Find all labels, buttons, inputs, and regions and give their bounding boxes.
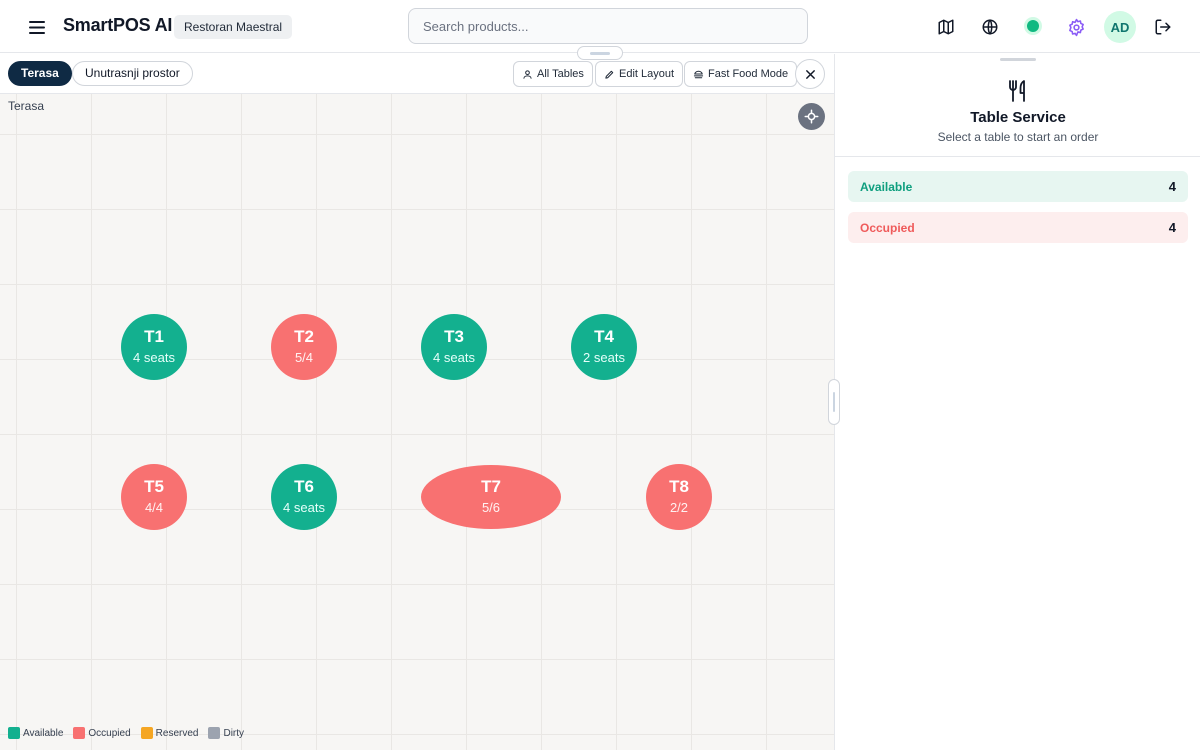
stat-label: Occupied [860, 220, 915, 235]
table-name: T5 [144, 477, 164, 496]
table-t1[interactable]: T1 4 seats [121, 314, 187, 380]
menu-icon [29, 20, 45, 34]
table-t6[interactable]: T6 4 seats [271, 464, 337, 530]
user-avatar[interactable]: AD [1104, 11, 1136, 43]
logout-button[interactable] [1150, 14, 1176, 40]
pencil-icon [605, 70, 614, 79]
floor-toolbar: Terasa Unutrasnji prostor All Tables Edi… [0, 54, 834, 94]
table-t4[interactable]: T4 2 seats [571, 314, 637, 380]
floor-label: Terasa [8, 99, 45, 113]
panel-resize-handle[interactable] [828, 379, 840, 425]
globe-icon [982, 19, 998, 35]
table-info: 4 seats [433, 350, 475, 365]
search-input[interactable] [408, 8, 808, 44]
map-icon [938, 19, 954, 35]
edit-layout-button[interactable]: Edit Layout [595, 61, 684, 87]
table-t3[interactable]: T3 4 seats [421, 314, 487, 380]
tab-terasa[interactable]: Terasa [8, 61, 72, 86]
table-name: T8 [669, 477, 689, 496]
available-tables-stat[interactable]: Available 4 [848, 171, 1188, 202]
table-name: T7 [481, 477, 501, 496]
recenter-button[interactable] [798, 103, 825, 130]
table-t2[interactable]: T2 5/4 [271, 314, 337, 380]
stat-count: 4 [1168, 179, 1176, 194]
edit-layout-label: Edit Layout [619, 68, 675, 80]
table-info: 4/4 [144, 500, 164, 515]
legend-label: Dirty [223, 727, 245, 739]
panel-title: Table Service [970, 109, 1066, 126]
language-button[interactable] [977, 14, 1003, 40]
status-legend: Available Occupied Reserved Dirty [8, 727, 244, 739]
table-info: 4 seats [283, 500, 325, 515]
table-name: T1 [144, 327, 164, 346]
header-drag-handle[interactable] [577, 46, 623, 60]
stat-label: Available [860, 179, 913, 194]
stat-count: 4 [1168, 220, 1176, 235]
reserved-swatch-icon [140, 727, 153, 739]
fast-food-mode-label: Fast Food Mode [708, 68, 789, 80]
table-t8[interactable]: T8 2/2 [646, 464, 712, 530]
panel-subtitle: Select a table to start an order [937, 130, 1099, 144]
app-title: SmartPOS AI [63, 15, 173, 35]
legend-item-reserved: Reserved [140, 727, 199, 739]
utensils-icon [1009, 80, 1025, 102]
table-info: 4 seats [133, 350, 175, 365]
table-info: 5/6 [481, 500, 501, 515]
legend-item-occupied: Occupied [73, 727, 131, 739]
dirty-swatch-icon [208, 727, 221, 739]
table-name: T6 [294, 477, 314, 496]
table-name: T2 [294, 327, 314, 346]
top-bar: SmartPOS AI Restoran Maestral AD [0, 0, 1200, 53]
all-tables-label: All Tables [537, 68, 584, 80]
floor-plan-canvas[interactable]: Terasa T1 4 seats T2 5/4 T3 4 seats T4 2… [0, 94, 834, 750]
all-tables-button[interactable]: All Tables [513, 61, 593, 87]
floor-map-button[interactable] [933, 14, 959, 40]
occupied-swatch-icon [73, 727, 86, 739]
table-service-panel: Table Service Select a table to start an… [834, 54, 1200, 750]
available-swatch-icon [8, 727, 20, 739]
crosshair-icon [804, 109, 819, 124]
table-info: 5/4 [294, 350, 314, 365]
close-floor-button[interactable] [795, 59, 825, 89]
panel-header: Table Service Select a table to start an… [835, 54, 1200, 157]
status-online-icon [1027, 20, 1039, 32]
table-name: T4 [594, 327, 614, 346]
table-info: 2/2 [669, 500, 689, 515]
table-t5[interactable]: T5 4/4 [121, 464, 187, 530]
legend-label: Occupied [88, 727, 131, 739]
legend-item-available: Available [8, 727, 63, 739]
menu-button[interactable] [24, 14, 50, 40]
occupied-tables-stat[interactable]: Occupied 4 [848, 212, 1188, 243]
logout-icon [1155, 19, 1171, 35]
settings-button[interactable] [1063, 14, 1089, 40]
table-info: 2 seats [583, 350, 625, 365]
legend-label: Available [23, 727, 64, 739]
burger-icon [693, 70, 704, 78]
gear-icon [1068, 18, 1084, 36]
close-icon [805, 69, 815, 79]
tab-unutrasnji-prostor[interactable]: Unutrasnji prostor [72, 61, 193, 86]
panel-drag-grip[interactable] [1000, 58, 1036, 61]
table-name: T3 [444, 327, 464, 346]
fast-food-mode-button[interactable]: Fast Food Mode [684, 61, 798, 87]
user-icon [523, 69, 532, 79]
legend-label: Reserved [155, 727, 199, 739]
table-t7[interactable]: T7 5/6 [421, 465, 561, 529]
legend-item-dirty: Dirty [208, 727, 244, 739]
restaurant-selector[interactable]: Restoran Maestral [174, 15, 293, 39]
